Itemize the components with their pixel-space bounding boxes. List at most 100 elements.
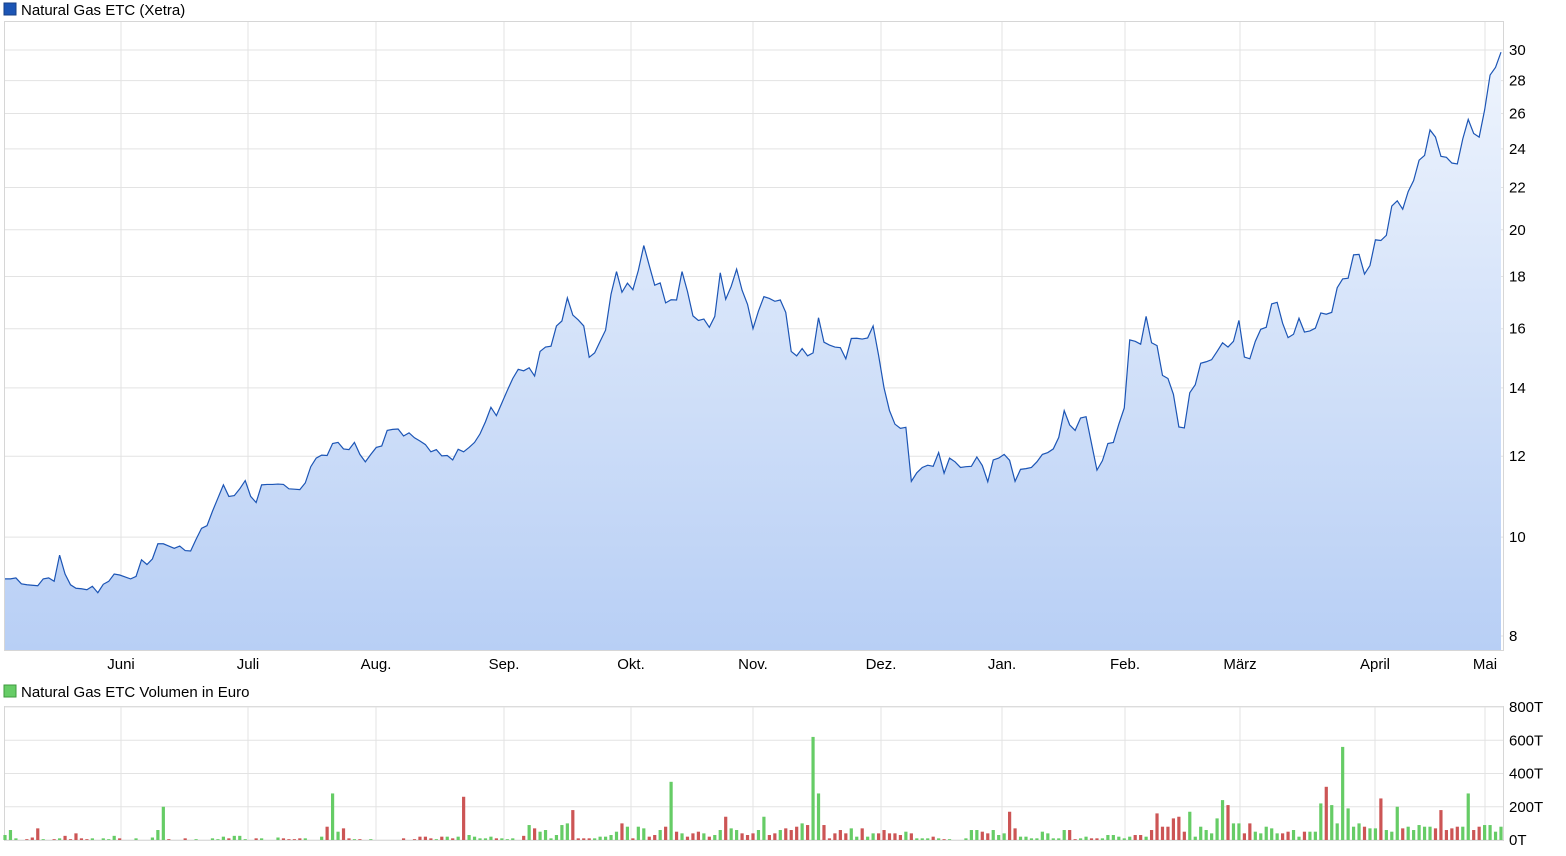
volume-bar [1040,831,1044,840]
volume-bar [1139,835,1143,840]
volume-bar [341,828,346,840]
volume-bar [1220,800,1225,840]
volume-bar [997,835,1001,840]
price-y-tick-label: 20 [1509,222,1526,239]
volume-bar [1155,813,1159,840]
volume-bar [210,838,215,840]
volume-bar [472,836,477,840]
volume-bar [866,836,870,840]
volume-bar [1444,830,1448,840]
volume-bar [827,838,832,840]
volume-bar [931,836,935,840]
price-x-tick-label: Mai [1473,656,1497,673]
volume-bar [1357,823,1361,841]
volume-bar [707,836,711,840]
volume-bar [571,810,575,840]
price-x-tick-label: Juli [237,656,260,673]
volume-bar [467,835,471,840]
volume-bar [975,830,979,840]
volume-bar [1182,831,1186,840]
volume-bar [1160,826,1165,840]
volume-bar [778,830,782,840]
volume-bar [418,836,422,840]
price-x-tick-label: Okt. [617,656,645,673]
price-x-tick-label: Dez. [866,656,897,673]
volume-bar [1335,823,1339,841]
volume-bar [79,838,84,840]
volume-bar [1412,830,1416,840]
volume-bar [478,838,482,840]
volume-bar [1057,838,1061,840]
volume-bar [860,828,864,840]
volume-bar [287,839,291,840]
volume-bar [320,836,324,840]
volume-bar [631,838,635,840]
volume-bar [1204,830,1208,840]
volume-bar [1390,831,1394,840]
volume-bar [1330,805,1334,840]
volume-bar [1433,828,1438,840]
volume-bar [898,835,903,840]
volume-bar [1472,830,1476,840]
price-x-tick-label: Feb. [1110,656,1140,673]
volume-bar [620,823,624,841]
volume-bar [52,839,56,840]
volume-bar [358,839,362,840]
volume-bar [718,830,722,840]
volume-bar [1084,836,1088,840]
volume-bar [538,831,542,840]
volume-bar [609,835,613,840]
volume-bar [887,833,892,840]
volume-bar [915,838,919,840]
volume-bar [1455,826,1459,840]
price-y-tick-label: 18 [1509,268,1526,285]
volume-bar [587,838,591,840]
volume-bar [1417,825,1421,840]
volume-bar [150,837,155,840]
volume-bar [254,838,258,840]
volume-bar [669,781,673,840]
volume-bar [489,836,493,840]
volume-bar [795,826,799,840]
volume-bar [1351,826,1356,840]
volume-bar [1275,833,1279,840]
volume-bar [1308,831,1312,840]
volume-bar [1406,826,1410,840]
volume-bar [811,736,815,840]
volume-bar [25,839,29,840]
volume-bar [112,835,116,840]
price-series-line [5,52,1502,594]
volume-bar [724,816,728,840]
volume-bar [784,828,788,840]
volume-bar [1341,746,1345,840]
volume-bar [216,839,220,840]
volume-bar [625,826,630,840]
volume-bar [325,826,329,840]
volume-bar [876,833,881,840]
volume-bar [161,806,165,840]
volume-bar [1024,836,1028,840]
price-y-tick-label: 10 [1509,529,1526,546]
volume-chart-title: Natural Gas ETC Volumen in Euro [21,684,249,701]
volume-bar [1439,810,1443,840]
price-y-tick-label: 24 [1509,141,1526,158]
volume-bar [1128,836,1132,840]
volume-bar [1111,835,1115,840]
volume-bar [276,837,280,840]
volume-bar [576,838,580,840]
volume-bar [702,833,706,840]
volume-bar [855,836,859,840]
volume-bar [1253,831,1257,840]
volume-bar [849,828,853,840]
volume-bar [412,839,417,840]
volume-bar [1133,835,1137,840]
volume-bar [1100,838,1105,840]
volume-bar [1450,828,1454,840]
volume-bar [1384,830,1388,840]
volume-bar [751,833,755,840]
volume-bar [434,839,438,840]
volume-bar [369,839,373,840]
volume-bar [767,835,771,840]
volume-bar [440,836,444,840]
volume-bar [238,835,242,840]
